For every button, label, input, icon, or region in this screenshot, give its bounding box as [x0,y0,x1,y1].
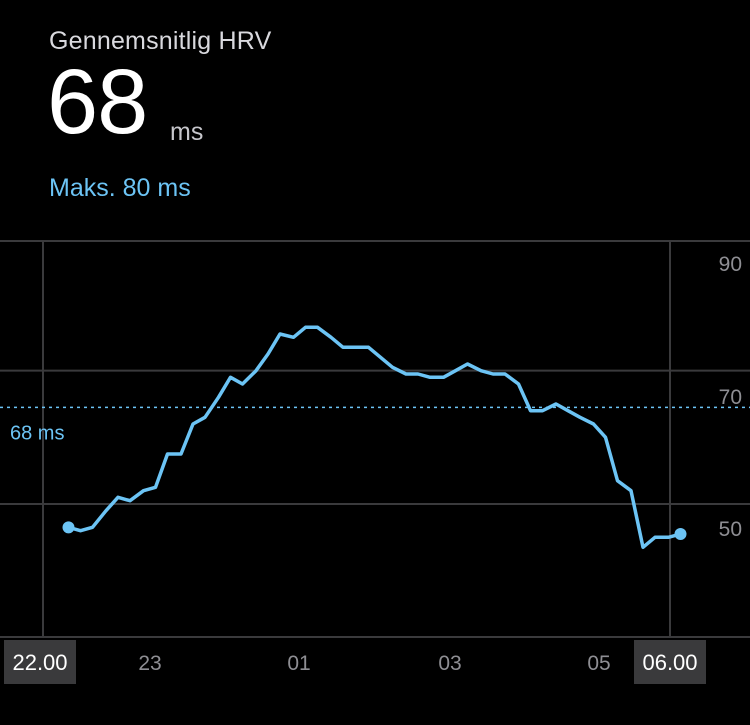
average-line-label: 68 ms [10,422,64,444]
x-tick-label: 23 [138,652,161,675]
metric-title: Gennemsnitlig HRV [49,27,272,55]
average-unit: ms [170,118,204,146]
x-tick-highlight-box [634,640,706,684]
series-end-point[interactable] [674,528,687,540]
x-tick-label: 05 [587,652,610,675]
series-line[interactable] [66,325,683,550]
y-tick-label: 90 [719,253,742,276]
x-tick-label-highlight: 06.00 [642,650,697,675]
average-value: 68 [47,51,148,153]
x-tick-label: 01 [287,652,310,675]
y-tick-label: 70 [719,386,742,409]
max-value-label: Maks. 80 ms [49,174,191,202]
x-tick-label: 03 [438,652,461,675]
x-tick-label-highlight: 22.00 [12,650,67,675]
y-tick-label: 50 [719,518,742,541]
x-tick-highlight-box [4,640,76,684]
series-start-point[interactable] [62,521,75,534]
